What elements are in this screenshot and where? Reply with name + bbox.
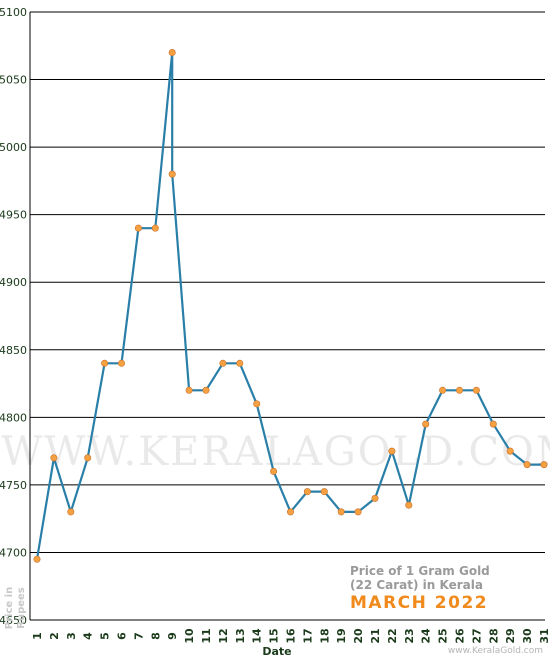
- x-tick-28: 28: [487, 628, 500, 643]
- x-tick-3: 3: [65, 632, 78, 640]
- data-point-9: [168, 49, 176, 57]
- y-axis-label-line1: Price in: [4, 587, 15, 629]
- y-tick-4850: 4850: [0, 344, 27, 357]
- site-credit: www.KeralaGold.com: [448, 646, 543, 656]
- data-point-20: [337, 508, 345, 516]
- x-tick-17: 17: [301, 628, 314, 643]
- data-point-23: [388, 447, 396, 455]
- y-tick-4750: 4750: [0, 479, 27, 492]
- x-tick-7: 7: [132, 632, 145, 640]
- info-title-line2: (22 Carat) in Kerala: [350, 578, 483, 592]
- x-tick-6: 6: [116, 632, 129, 640]
- y-tick-4900: 4900: [0, 276, 27, 289]
- y-tick-4800: 4800: [0, 411, 27, 424]
- data-point-1: [33, 555, 41, 563]
- data-point-18: [303, 488, 311, 496]
- x-tick-22: 22: [386, 628, 399, 643]
- data-point-17: [286, 508, 294, 516]
- x-tick-1: 1: [31, 632, 44, 640]
- y-axis-label-line2: Rupees: [16, 587, 27, 629]
- x-tick-labels: 1 2 3 4 5 6 7 8 9 10 11 12 13 14 15 16 17 18 19 20 21 22 23 24 2…: [31, 628, 550, 644]
- x-tick-24: 24: [420, 628, 433, 644]
- data-point-29: [489, 420, 497, 428]
- x-tick-4: 4: [82, 632, 95, 640]
- data-point-16: [270, 467, 278, 475]
- data-point-14: [236, 359, 244, 367]
- data-point-8: [151, 224, 159, 232]
- data-point-21: [354, 508, 362, 516]
- y-tick-4700: 4700: [0, 546, 27, 559]
- x-tick-29: 29: [504, 628, 517, 643]
- y-tick-5100: 5100: [0, 6, 27, 19]
- x-tick-23: 23: [403, 628, 416, 643]
- price-markers: [33, 49, 548, 563]
- data-point-3: [67, 508, 75, 516]
- x-tick-25: 25: [437, 628, 450, 643]
- data-point-31: [523, 461, 531, 469]
- x-tick-15: 15: [268, 628, 281, 643]
- axes: [29, 12, 545, 621]
- x-tick-30: 30: [521, 628, 534, 644]
- x-tick-11: 11: [200, 628, 213, 643]
- x-tick-8: 8: [149, 632, 162, 640]
- x-tick-2: 2: [48, 632, 61, 640]
- data-point-25: [422, 420, 430, 428]
- info-title-line1: Price of 1 Gram Gold: [350, 564, 490, 578]
- data-point-32: [540, 461, 548, 469]
- x-tick-10: 10: [183, 628, 196, 644]
- data-point-28: [472, 386, 480, 394]
- data-point-15: [253, 400, 261, 408]
- watermark: WWW.KERALAGOLD.COM: [1, 429, 550, 475]
- x-tick-13: 13: [234, 628, 247, 643]
- data-point-10: [168, 170, 176, 178]
- x-tick-20: 20: [352, 628, 365, 644]
- x-tick-18: 18: [318, 628, 331, 643]
- data-point-6: [118, 359, 126, 367]
- data-point-26: [439, 386, 447, 394]
- x-tick-27: 27: [470, 628, 483, 643]
- data-point-11: [185, 386, 193, 394]
- data-point-24: [405, 501, 413, 509]
- data-point-7: [134, 224, 142, 232]
- y-tick-4950: 4950: [0, 209, 27, 222]
- x-tick-12: 12: [217, 628, 230, 643]
- x-tick-19: 19: [335, 628, 348, 643]
- data-point-4: [84, 454, 92, 462]
- y-tick-5050: 5050: [0, 74, 27, 87]
- x-tick-16: 16: [285, 628, 298, 644]
- y-tick-5000: 5000: [0, 141, 27, 154]
- x-tick-31: 31: [538, 628, 550, 643]
- info-month: MARCH 2022: [350, 593, 488, 613]
- x-tick-14: 14: [251, 628, 264, 644]
- price-line: [35, 51, 544, 560]
- x-tick-21: 21: [369, 628, 382, 643]
- y-tick-4650: 4650: [0, 614, 27, 627]
- data-point-30: [506, 447, 514, 455]
- x-tick-26: 26: [454, 628, 467, 644]
- x-axis-label: Date: [262, 645, 291, 658]
- data-point-2: [50, 454, 58, 462]
- y-tick-labels: 4650 4700 4750 4800 4850 4900 4950 5000 5050 5100: [0, 6, 27, 627]
- x-tick-5: 5: [99, 632, 112, 640]
- data-point-13: [219, 359, 227, 367]
- data-point-19: [320, 488, 328, 496]
- data-point-12: [202, 386, 210, 394]
- data-point-5: [101, 359, 109, 367]
- x-tick-9: 9: [166, 632, 179, 640]
- data-point-27: [455, 386, 463, 394]
- data-point-22: [371, 494, 379, 502]
- grid-lines: [30, 11, 545, 553]
